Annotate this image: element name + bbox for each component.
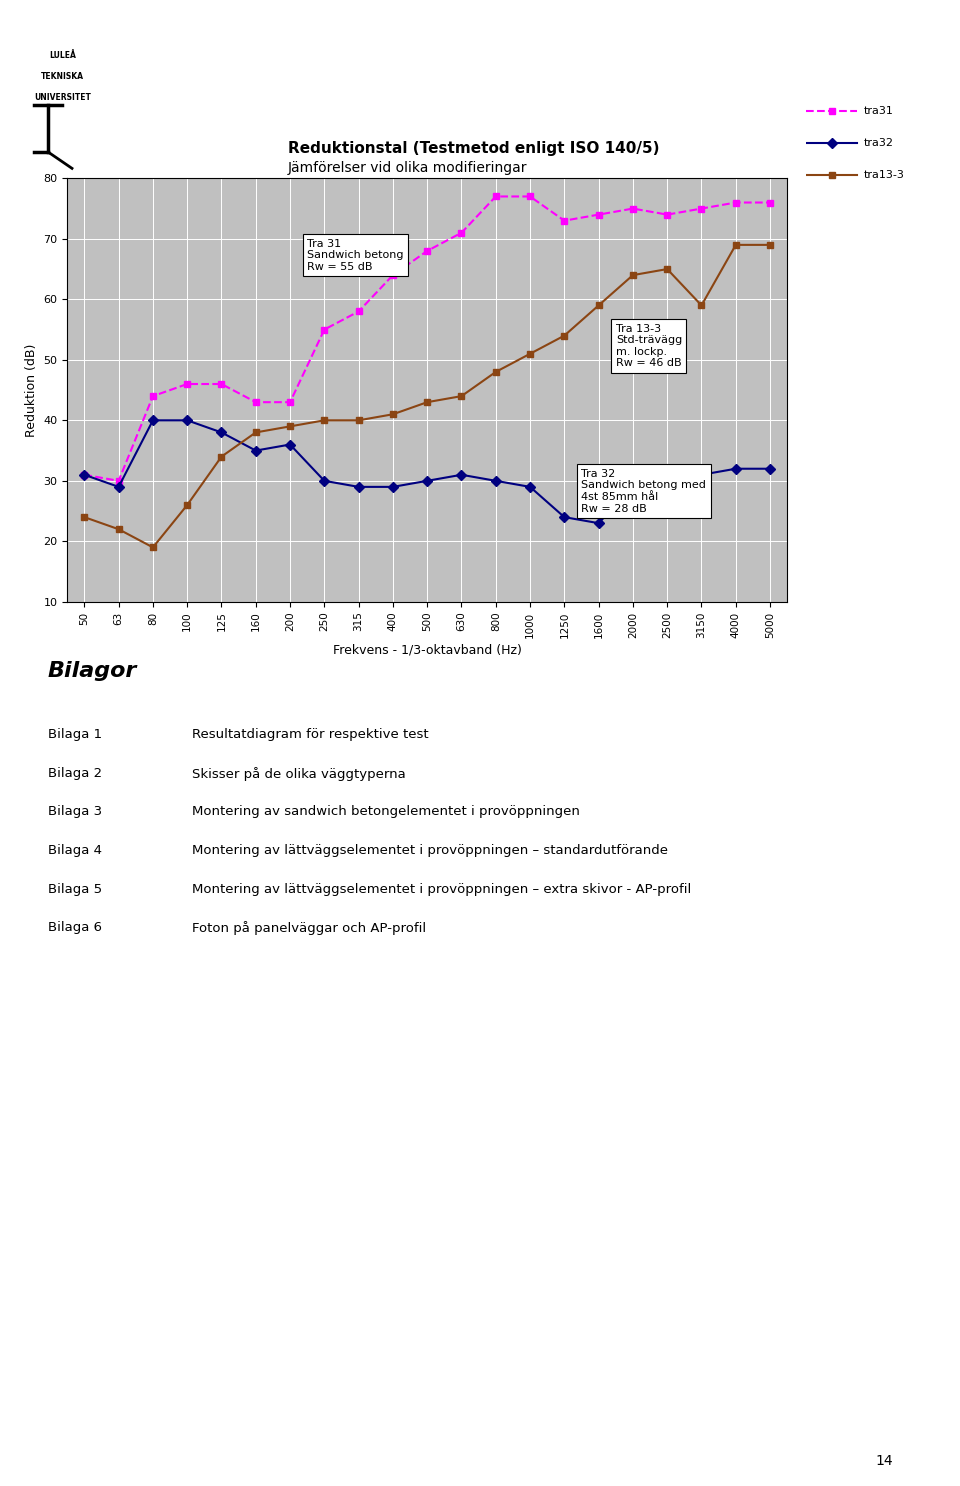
Text: tra13-3: tra13-3 [864, 169, 905, 180]
tra13-3 [284, 418, 296, 435]
tra32 [696, 467, 708, 484]
tra32 [593, 514, 605, 532]
tra31 [421, 242, 433, 260]
tra32 [764, 459, 776, 477]
tra13-3 [147, 538, 158, 556]
tra31 [250, 394, 261, 412]
Y-axis label: Reduktion (dB): Reduktion (dB) [25, 343, 37, 437]
tra13-3 [113, 520, 125, 538]
tra13-3 [250, 424, 261, 441]
Text: LULEÅ: LULEÅ [49, 51, 76, 59]
tra32 [559, 508, 570, 526]
tra32 [387, 478, 398, 496]
tra13-3 [627, 266, 638, 284]
Text: Bilaga 4: Bilaga 4 [48, 844, 102, 857]
Text: UNIVERSITET: UNIVERSITET [34, 92, 91, 101]
tra32 [79, 467, 90, 484]
Text: Tra 13-3
Std-trävägg
m. lockp.
Rw = 46 dB: Tra 13-3 Std-trävägg m. lockp. Rw = 46 d… [615, 324, 682, 369]
tra13-3 [216, 447, 228, 465]
tra32 [216, 424, 228, 441]
tra31 [79, 467, 90, 484]
tra13-3 [79, 508, 90, 526]
tra31 [147, 388, 158, 406]
Text: Foton på panelväggar och AP-profil: Foton på panelväggar och AP-profil [192, 921, 426, 935]
tra13-3 [490, 363, 501, 380]
Line: tra32: tra32 [81, 418, 774, 526]
tra32 [490, 473, 501, 490]
tra13-3 [319, 412, 330, 429]
tra31 [319, 321, 330, 339]
tra31 [490, 187, 501, 205]
tra32 [456, 467, 468, 484]
X-axis label: Frekvens - 1/3-oktavband (Hz): Frekvens - 1/3-oktavband (Hz) [333, 643, 521, 657]
tra13-3 [181, 496, 193, 514]
tra31 [559, 212, 570, 230]
Text: Jämförelser vid olika modifieringar: Jämförelser vid olika modifieringar [288, 160, 527, 175]
Text: tra32: tra32 [864, 138, 894, 149]
Text: Reduktionstal (Testmetod enligt ISO 140/5): Reduktionstal (Testmetod enligt ISO 140/… [288, 141, 660, 156]
Line: tra13-3: tra13-3 [81, 241, 774, 551]
Text: tra31: tra31 [864, 106, 894, 116]
tra31 [593, 205, 605, 223]
tra31 [387, 266, 398, 284]
Text: Resultatdiagram för respektive test: Resultatdiagram för respektive test [192, 728, 428, 742]
Text: Tra 32
Sandwich betong med
4st 85mm hål
Rw = 28 dB: Tra 32 Sandwich betong med 4st 85mm hål … [582, 468, 707, 514]
Text: Montering av lättväggselementet i provöppningen – extra skivor - AP-profil: Montering av lättväggselementet i provöp… [192, 883, 691, 896]
Text: Tra 31
Sandwich betong
Rw = 55 dB: Tra 31 Sandwich betong Rw = 55 dB [307, 239, 404, 272]
tra13-3 [353, 412, 365, 429]
tra31 [730, 193, 741, 211]
tra32 [319, 473, 330, 490]
tra32 [147, 412, 158, 429]
tra32 [661, 473, 673, 490]
tra32 [113, 478, 125, 496]
Line: tra31: tra31 [81, 193, 774, 484]
tra32 [181, 412, 193, 429]
tra13-3 [730, 236, 741, 254]
tra31 [181, 374, 193, 392]
Text: Bilaga 3: Bilaga 3 [48, 805, 102, 819]
tra32 [250, 441, 261, 459]
Text: Skisser på de olika väggtyperna: Skisser på de olika väggtyperna [192, 767, 406, 780]
Text: TEKNISKA: TEKNISKA [41, 73, 84, 82]
tra32 [524, 478, 536, 496]
tra32 [627, 478, 638, 496]
tra32 [730, 459, 741, 477]
Text: Bilaga 5: Bilaga 5 [48, 883, 102, 896]
Text: Bilagor: Bilagor [48, 661, 137, 681]
tra31 [353, 303, 365, 321]
tra31 [113, 473, 125, 490]
tra13-3 [387, 406, 398, 424]
tra13-3 [764, 236, 776, 254]
tra31 [524, 187, 536, 205]
tra31 [456, 224, 468, 242]
tra13-3 [593, 297, 605, 315]
tra31 [764, 193, 776, 211]
tra32 [353, 478, 365, 496]
Text: Bilaga 6: Bilaga 6 [48, 921, 102, 935]
tra13-3 [456, 388, 468, 406]
Text: Montering av sandwich betongelementet i provöppningen: Montering av sandwich betongelementet i … [192, 805, 580, 819]
tra31 [696, 199, 708, 217]
tra31 [627, 199, 638, 217]
tra32 [284, 435, 296, 453]
tra31 [216, 374, 228, 392]
Text: Bilaga 2: Bilaga 2 [48, 767, 102, 780]
tra31 [284, 394, 296, 412]
tra13-3 [661, 260, 673, 278]
Text: Montering av lättväggselementet i provöppningen – standardutförande: Montering av lättväggselementet i provöp… [192, 844, 668, 857]
tra32 [421, 473, 433, 490]
tra13-3 [559, 327, 570, 345]
tra13-3 [421, 394, 433, 412]
tra13-3 [524, 345, 536, 363]
Text: 14: 14 [876, 1455, 893, 1468]
Text: Bilaga 1: Bilaga 1 [48, 728, 102, 742]
tra13-3 [696, 297, 708, 315]
tra31 [661, 205, 673, 223]
